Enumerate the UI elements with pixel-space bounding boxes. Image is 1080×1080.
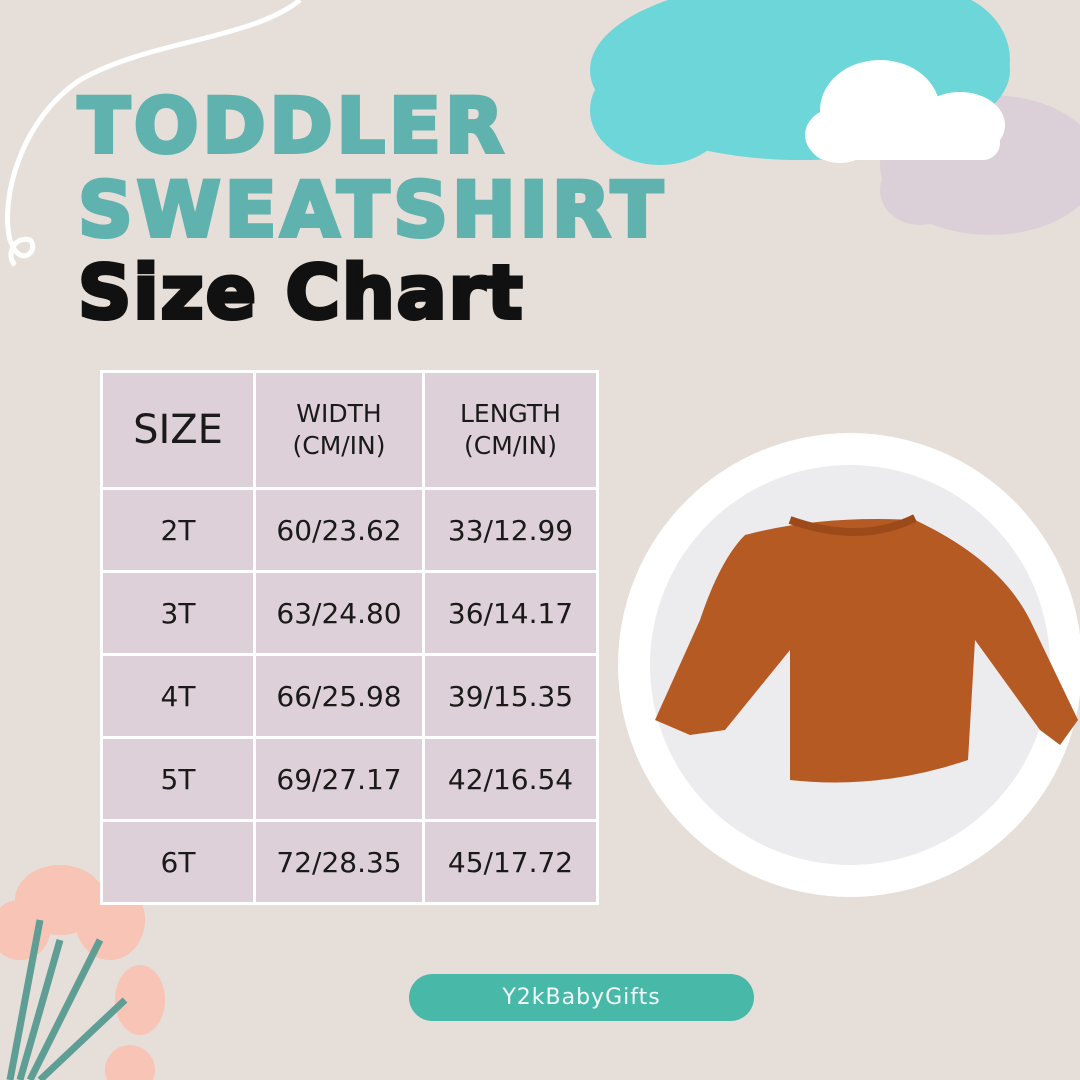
title-line-toddler: TODDLER	[76, 81, 508, 170]
cell-size: 2T	[100, 487, 256, 573]
header-size: SIZE	[100, 370, 256, 490]
cell-width: 60/23.62	[253, 487, 425, 573]
table-row: 4T 66/25.98 39/15.35	[100, 653, 599, 739]
cell-width: 72/28.35	[253, 819, 425, 905]
cell-size: 6T	[100, 819, 256, 905]
cloud-white-icon	[805, 60, 1005, 163]
header-length-unit: (CM/IN)	[463, 431, 558, 460]
header-width-label: WIDTH	[296, 398, 382, 428]
flowers-decoration	[0, 865, 165, 1080]
header-length-label: LENGTH	[460, 398, 561, 428]
table-row: 5T 69/27.17 42/16.54	[100, 736, 599, 822]
cell-size: 3T	[100, 570, 256, 656]
cell-length: 33/12.99	[422, 487, 599, 573]
cell-length: 42/16.54	[422, 736, 599, 822]
header-width-unit: (CM/IN)	[292, 431, 386, 460]
sweatshirt-image	[655, 514, 1078, 783]
header-length: LENGTH (CM/IN)	[422, 370, 599, 490]
title-line-sweatshirt: SWEATSHIRT	[76, 165, 667, 254]
cell-length: 36/14.17	[422, 570, 599, 656]
size-chart-table: SIZE WIDTH (CM/IN) LENGTH (CM/IN) 2T 60/23.…	[100, 370, 599, 905]
cell-width: 63/24.80	[253, 570, 425, 656]
header-width: WIDTH (CM/IN)	[253, 370, 425, 490]
cell-width: 69/27.17	[253, 736, 425, 822]
cell-size: 4T	[100, 653, 256, 739]
white-swirl-line	[5, 0, 302, 267]
table-row: 3T 63/24.80 36/14.17	[100, 570, 599, 656]
cell-width: 66/25.98	[253, 653, 425, 739]
table-row: 2T 60/23.62 33/12.99	[100, 487, 599, 573]
title-line-size-chart: Size Chart	[76, 250, 525, 336]
cell-size: 5T	[100, 736, 256, 822]
cell-length: 45/17.72	[422, 819, 599, 905]
table-row: 6T 72/28.35 45/17.72	[100, 819, 599, 905]
table-header-row: SIZE WIDTH (CM/IN) LENGTH (CM/IN)	[100, 370, 599, 490]
brand-badge: Y2kBabyGifts	[409, 974, 754, 1021]
cell-length: 39/15.35	[422, 653, 599, 739]
